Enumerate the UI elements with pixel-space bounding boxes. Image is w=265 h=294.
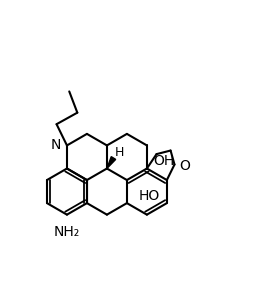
Text: NH₂: NH₂ [54, 225, 80, 239]
Text: OH: OH [153, 154, 175, 168]
Text: H: H [114, 146, 124, 158]
Text: N: N [51, 138, 61, 152]
Polygon shape [107, 157, 116, 168]
Text: HO: HO [139, 189, 160, 203]
Text: O: O [179, 159, 190, 173]
